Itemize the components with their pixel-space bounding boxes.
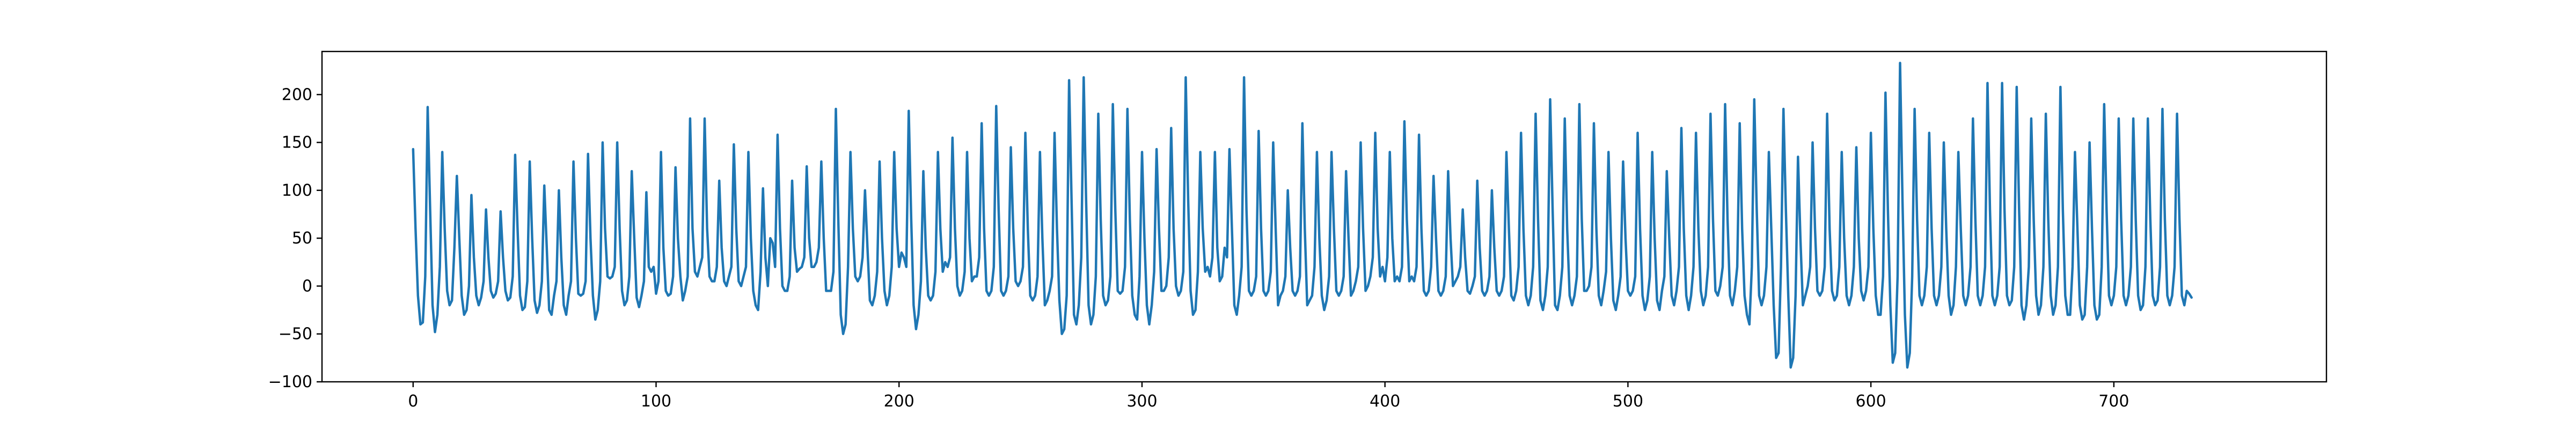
x-tick-label: 0 — [408, 392, 418, 411]
y-tick-label: 200 — [282, 85, 312, 104]
x-tick-label: 700 — [2098, 392, 2129, 411]
y-tick-label: −50 — [279, 325, 312, 344]
x-tick-label: 200 — [884, 392, 914, 411]
x-tick-label: 300 — [1126, 392, 1157, 411]
x-axis: 0 100 200 300 400 500 600 700 — [408, 382, 2129, 411]
plot-frame — [321, 50, 2328, 383]
y-tick-label: −100 — [268, 373, 312, 391]
y-tick-label: 100 — [282, 181, 312, 200]
x-tick-label: 400 — [1370, 392, 1400, 411]
x-tick-label: 500 — [1613, 392, 1643, 411]
y-tick-label: 150 — [282, 134, 312, 152]
x-tick-label: 600 — [1856, 392, 1886, 411]
y-tick-label: 50 — [292, 229, 312, 248]
series-layer — [412, 62, 2193, 369]
series-line-0 — [412, 62, 2193, 369]
y-axis: −100 −50 0 50 100 150 200 — [268, 85, 322, 391]
x-tick-label: 100 — [641, 392, 671, 411]
y-tick-label: 0 — [302, 277, 312, 295]
